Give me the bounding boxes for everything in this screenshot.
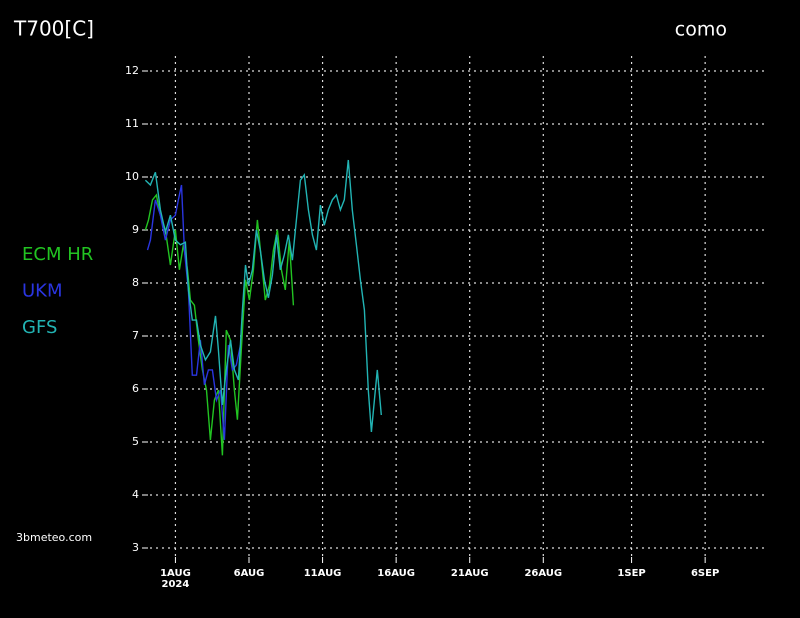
y-tick-label: 11 [125, 117, 139, 130]
legend-label: ECM HR [22, 244, 93, 265]
series-line [144, 159, 382, 432]
legend-label: GFS [22, 317, 57, 338]
y-tick-label: 7 [132, 329, 139, 342]
x-tick-label: 6AUG [234, 568, 265, 579]
y-tick-label: 4 [132, 488, 139, 501]
x-tick-sublabel: 2024 [162, 579, 190, 590]
source: 3bmeteo.com [16, 531, 92, 544]
y-tick-label: 9 [132, 223, 139, 236]
x-tick-label: 6SEP [691, 568, 719, 579]
x-tick-label: 16AUG [377, 568, 415, 579]
location: como [675, 19, 727, 41]
series-line [144, 193, 295, 456]
x-tick-label: 26AUG [524, 568, 562, 579]
y-tick-label: 8 [132, 276, 139, 289]
legend-label: UKM [22, 281, 63, 302]
y-tick-label: 5 [132, 435, 139, 448]
x-tick-label: 21AUG [451, 568, 489, 579]
x-tick-label: 1AUG [160, 568, 191, 579]
y-tick-label: 10 [125, 170, 139, 183]
y-tick-label: 12 [125, 64, 139, 77]
series-line [146, 184, 242, 440]
y-tick-label: 3 [132, 541, 139, 554]
chart-title: T700[C] [13, 17, 94, 41]
x-tick-label: 11AUG [304, 568, 342, 579]
x-tick-label: 1SEP [617, 568, 645, 579]
y-tick-label: 6 [132, 382, 139, 395]
